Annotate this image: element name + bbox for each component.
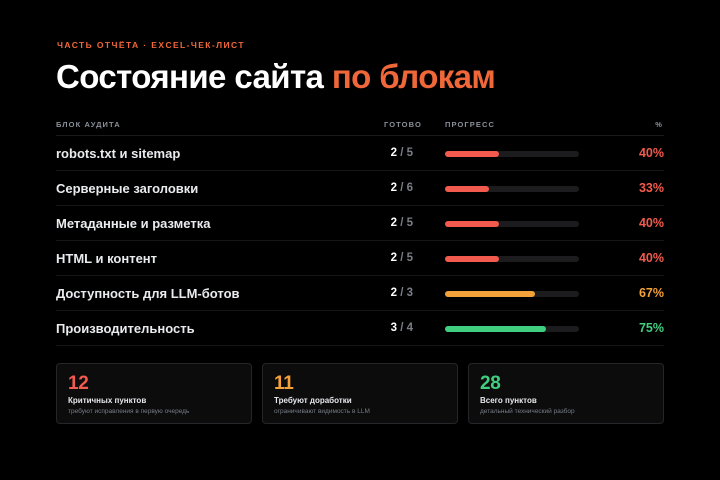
block-name: Доступность для LLM-ботов xyxy=(56,286,240,301)
block-name: Метаданные и разметка xyxy=(56,216,211,231)
percent-value: 40% xyxy=(638,216,664,230)
progress-bar xyxy=(445,221,579,227)
total-value: 4 xyxy=(406,322,413,334)
progress-bar xyxy=(445,151,579,157)
total-value: 6 xyxy=(406,182,413,194)
percent-value: 40% xyxy=(638,146,664,160)
done-separator: / xyxy=(397,287,407,299)
table-header: БЛОК АУДИТА ГОТОВО ПРОГРЕСС % xyxy=(56,114,664,136)
progress-bar xyxy=(445,256,579,262)
percent-value: 33% xyxy=(638,181,664,195)
total-value: 3 xyxy=(406,287,413,299)
done-separator: / xyxy=(397,217,407,229)
table-row: Доступность для LLM-ботов 2 / 3 67% xyxy=(56,276,664,311)
done-separator: / xyxy=(397,147,407,159)
done-separator: / xyxy=(397,322,407,334)
column-header-block: БЛОК АУДИТА xyxy=(56,120,121,129)
done-value: 2 xyxy=(390,147,397,159)
block-name: Производительность xyxy=(56,321,195,336)
done-count: 2 / 5 xyxy=(391,252,413,264)
column-header-done: ГОТОВО xyxy=(384,120,422,129)
summary-subtitle: детальный технический разбор xyxy=(480,408,575,415)
done-separator: / xyxy=(397,252,407,264)
summary-card: 12 Критичных пунктов требуют исправления в… xyxy=(56,363,252,424)
done-count: 2 / 5 xyxy=(391,217,413,229)
table-row: Серверные заголовки 2 / 6 33% xyxy=(56,171,664,206)
total-value: 5 xyxy=(406,147,413,159)
table-row: robots.txt и sitemap 2 / 5 40% xyxy=(56,136,664,171)
progress-bar-fill xyxy=(445,256,499,262)
progress-bar xyxy=(445,291,579,297)
block-name: HTML и контент xyxy=(56,251,158,266)
percent-value: 67% xyxy=(638,286,664,300)
done-count: 3 / 4 xyxy=(391,322,413,334)
column-header-percent: % xyxy=(655,120,663,129)
done-count: 2 / 3 xyxy=(391,287,413,299)
summary-label: Критичных пунктов xyxy=(68,396,147,405)
page-title: Состояние сайта по блокам xyxy=(56,57,496,97)
percent-value: 75% xyxy=(638,321,664,335)
table-row: Метаданные и разметка 2 / 5 40% xyxy=(56,206,664,241)
done-count: 2 / 5 xyxy=(391,147,413,159)
summary-value: 11 xyxy=(274,373,294,394)
table-row: HTML и контент 2 / 5 40% xyxy=(56,241,664,276)
percent-value: 40% xyxy=(638,251,664,265)
progress-bar xyxy=(445,326,579,332)
block-name: Серверные заголовки xyxy=(56,181,199,196)
progress-bar-fill xyxy=(445,291,535,297)
done-value: 2 xyxy=(390,252,397,264)
summary-subtitle: ограничивают видимость в LLM xyxy=(274,408,370,415)
done-value: 2 xyxy=(390,182,397,194)
block-name: robots.txt и sitemap xyxy=(56,146,181,161)
done-value: 2 xyxy=(390,287,397,299)
table-body: robots.txt и sitemap 2 / 5 40% Серверные за… xyxy=(56,136,664,346)
done-separator: / xyxy=(397,182,407,194)
column-header-progress: ПРОГРЕСС xyxy=(445,120,496,129)
done-value: 3 xyxy=(390,322,397,334)
progress-bar-fill xyxy=(445,151,499,157)
progress-bar-fill xyxy=(445,186,490,192)
done-value: 2 xyxy=(390,217,397,229)
summary-label: Всего пунктов xyxy=(480,396,537,405)
done-count: 2 / 6 xyxy=(391,182,413,194)
table-row: Производительность 3 / 4 75% xyxy=(56,311,664,346)
title-accent: по блокам xyxy=(331,58,496,95)
summary-subtitle: требуют исправления в первую очередь xyxy=(68,408,190,415)
summary-label: Требуют доработки xyxy=(274,396,352,405)
summary-card: 11 Требуют доработки ограничивают видимост… xyxy=(262,363,458,424)
total-value: 5 xyxy=(406,217,413,229)
report-eyebrow: ЧАСТЬ ОТЧЁТА · EXCEL-ЧЕК-ЛИСТ xyxy=(57,40,245,50)
summary-value: 28 xyxy=(480,373,501,394)
audit-table: БЛОК АУДИТА ГОТОВО ПРОГРЕСС % robots.txt… xyxy=(56,114,664,346)
progress-bar-fill xyxy=(445,326,546,332)
total-value: 5 xyxy=(406,252,413,264)
summary-value: 12 xyxy=(68,373,89,394)
progress-bar xyxy=(445,186,579,192)
summary-cards: 12 Критичных пунктов требуют исправления в… xyxy=(56,363,664,424)
summary-card: 28 Всего пунктов детальный технический раз… xyxy=(468,363,664,424)
title-main: Состояние сайта xyxy=(56,58,332,95)
progress-bar-fill xyxy=(445,221,499,227)
